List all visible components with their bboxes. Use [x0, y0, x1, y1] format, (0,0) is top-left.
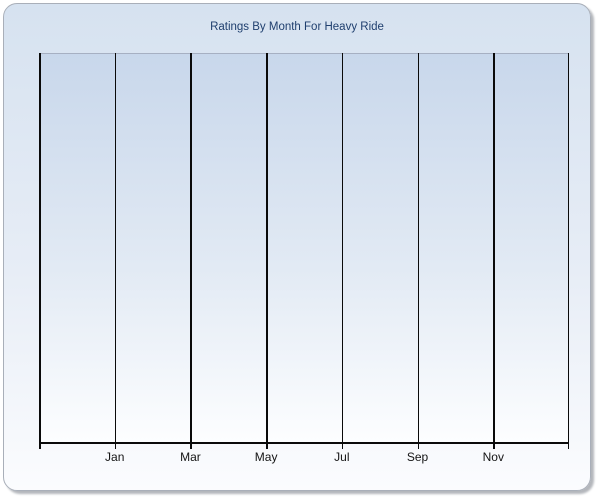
- x-axis-tick-label: Jan: [105, 450, 125, 464]
- x-axis-tick-label: May: [254, 450, 278, 464]
- vertical-gridline: [417, 53, 420, 449]
- vertical-gridline: [493, 53, 495, 449]
- plot-area: [39, 53, 569, 449]
- x-axis-tick-label: Jul: [334, 450, 350, 464]
- x-axis-tick-label: Mar: [180, 450, 201, 464]
- y-axis-line: [39, 53, 41, 449]
- vertical-gridline: [266, 53, 268, 449]
- x-axis-labels: Jan Mar May Jul Sep Nov: [39, 450, 569, 466]
- x-axis-tick-label: Nov: [482, 450, 504, 464]
- vertical-gridline: [114, 53, 117, 449]
- plot-right-border: [567, 53, 569, 449]
- x-axis-tick-label: Sep: [406, 450, 429, 464]
- plot-top-border: [39, 53, 569, 54]
- vertical-gridline: [341, 53, 344, 449]
- vertical-gridline: [190, 53, 192, 449]
- chart-panel: Ratings By Month For Heavy Ride Jan Mar Ma…: [3, 3, 591, 491]
- chart-title: Ratings By Month For Heavy Ride: [210, 21, 384, 33]
- x-axis-line: [39, 442, 569, 444]
